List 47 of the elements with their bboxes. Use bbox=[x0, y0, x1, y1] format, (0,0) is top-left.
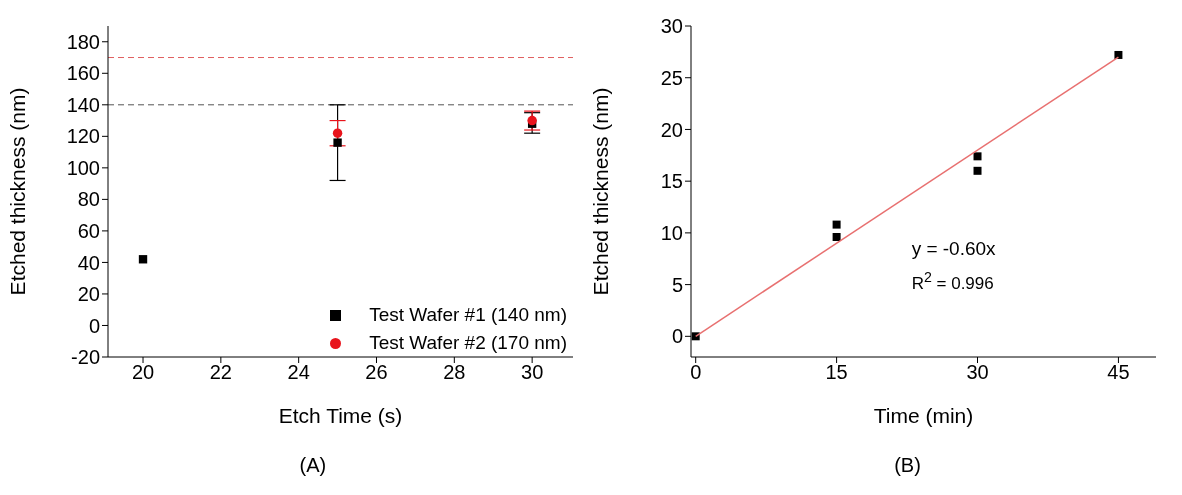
y-tick-label: 5 bbox=[671, 273, 683, 296]
y-tick-label: 60 bbox=[77, 220, 100, 242]
x-axis-title: Etch Time (s) bbox=[278, 404, 403, 427]
y-tick-label: 80 bbox=[77, 188, 100, 211]
point bbox=[973, 152, 982, 161]
point bbox=[1114, 50, 1123, 59]
x-tick-label: 30 bbox=[521, 361, 544, 384]
x-axis-title: Time (min) bbox=[873, 404, 974, 427]
point bbox=[138, 255, 148, 264]
annotation: y = -0.60x bbox=[911, 237, 996, 258]
legend-label: Test Wafer #1 (140 nm) bbox=[369, 303, 567, 327]
y-axis-title: Etched thickness (nm) bbox=[6, 87, 30, 296]
x-tick-label: 26 bbox=[365, 361, 388, 384]
y-tick-label: 0 bbox=[88, 314, 100, 337]
x-tick-label: 28 bbox=[443, 361, 466, 384]
point bbox=[973, 166, 982, 175]
x-tick-label: 45 bbox=[1107, 361, 1130, 384]
x-tick-label: 24 bbox=[287, 361, 310, 384]
y-tick-label: 160 bbox=[66, 62, 100, 85]
y-tick-label: 20 bbox=[660, 118, 683, 141]
point bbox=[832, 233, 841, 242]
y-tick-label: 25 bbox=[660, 66, 683, 89]
y-tick-label: 15 bbox=[660, 170, 683, 193]
y-tick-label: 20 bbox=[77, 283, 100, 306]
point bbox=[333, 138, 342, 147]
x-tick-label: 20 bbox=[131, 361, 155, 384]
y-axis-title: Etched thickness (nm) bbox=[589, 87, 613, 296]
y-tick-label: 10 bbox=[660, 221, 683, 244]
y-tick-label: 100 bbox=[66, 156, 100, 179]
text: (B) bbox=[894, 454, 921, 477]
text: (A) bbox=[299, 454, 327, 477]
x-tick-label: 22 bbox=[209, 361, 232, 384]
y-tick-label: 40 bbox=[77, 251, 100, 274]
point bbox=[527, 115, 537, 126]
y-tick-label: 180 bbox=[66, 30, 100, 53]
y-tick-label: 120 bbox=[66, 125, 100, 148]
point bbox=[332, 128, 343, 138]
annotation: R$^{2}$ = 0.996 bbox=[911, 269, 994, 293]
y-tick-label: 0 bbox=[671, 325, 683, 348]
x-tick-label: 15 bbox=[825, 361, 848, 384]
y-tick-label: 30 bbox=[660, 15, 683, 38]
legend-label: Test Wafer #2 (170 nm) bbox=[369, 331, 567, 355]
point bbox=[832, 220, 841, 229]
y-tick-label: 140 bbox=[66, 93, 100, 116]
y-tick-label: -20 bbox=[71, 346, 100, 369]
x-tick-label: 0 bbox=[690, 361, 702, 384]
x-tick-label: 30 bbox=[966, 361, 989, 384]
